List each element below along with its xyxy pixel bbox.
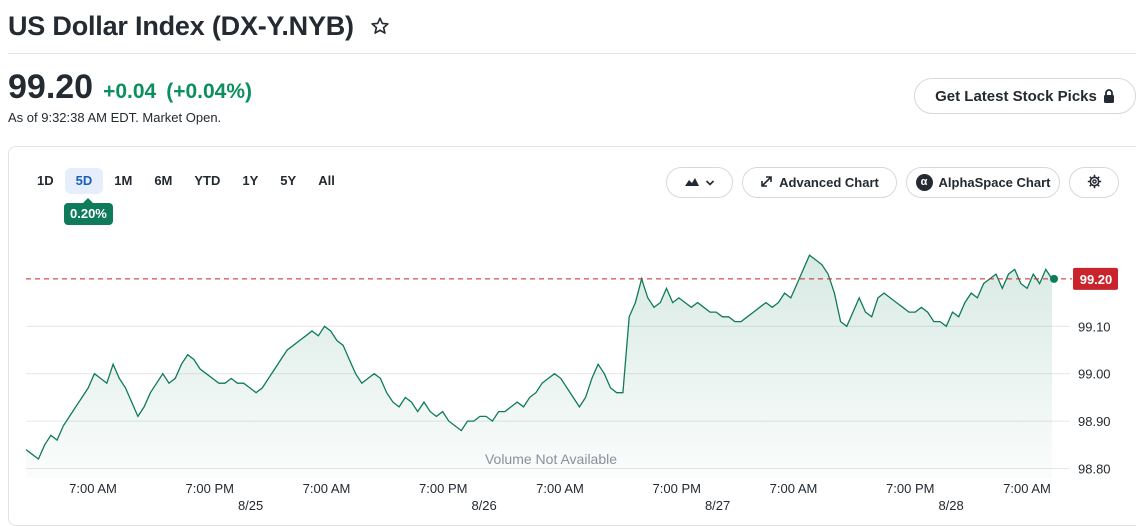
range-tab-5d[interactable]: 5D <box>64 168 104 194</box>
price-series-line <box>25 254 1053 461</box>
y-tick-label: 99.10 <box>1078 319 1111 334</box>
range-tab-1d[interactable]: 1D <box>37 173 54 188</box>
volume-note: Volume Not Available <box>485 451 617 467</box>
period-change-badge: 0.20% <box>64 198 113 225</box>
range-tab-all[interactable]: All <box>318 173 335 188</box>
y-tick-label: 98.90 <box>1078 414 1111 429</box>
x-tick-label: 7:00 PM <box>886 481 934 496</box>
mountain-chart-icon <box>684 175 699 190</box>
gear-icon <box>1087 174 1102 192</box>
y-tick-label: 98.80 <box>1078 462 1111 477</box>
header-divider <box>8 53 1136 54</box>
x-tick-label: 7:00 AM <box>1003 481 1051 496</box>
range-tab-1y[interactable]: 1Y <box>242 173 259 188</box>
y-tick-label: 99.00 <box>1078 367 1111 382</box>
advanced-chart-label: Advanced Chart <box>779 175 879 190</box>
x-tick-label: 7:00 AM <box>69 481 117 496</box>
price-change-percent: (+0.04%) <box>166 80 253 103</box>
current-price: 99.20 <box>8 68 94 106</box>
chart-settings-button[interactable] <box>1069 167 1119 198</box>
alphaspace-chart-button[interactable]: α AlphaSpace Chart <box>906 167 1060 198</box>
date-label: 8/28 <box>938 498 963 513</box>
current-price-badge-label: 99.20 <box>1080 272 1113 287</box>
current-price-badge: 99.20 <box>1073 267 1118 290</box>
x-tick-label: 7:00 AM <box>536 481 584 496</box>
expand-icon <box>760 175 773 191</box>
page-title: US Dollar Index (DX-Y.NYB) <box>8 10 354 41</box>
get-stock-picks-label: Get Latest Stock Picks <box>935 87 1097 105</box>
range-tab-ytd[interactable]: YTD <box>194 173 221 188</box>
date-label: 8/26 <box>471 498 496 513</box>
chevron-down-icon <box>705 175 715 190</box>
range-tab-5y[interactable]: 5Y <box>280 173 297 188</box>
date-label: 8/27 <box>705 498 730 513</box>
range-tab-1m[interactable]: 1M <box>114 173 133 188</box>
advanced-chart-button[interactable]: Advanced Chart <box>742 167 897 198</box>
price-area-fill <box>26 255 1052 478</box>
quote-price-row: 99.20 +0.04 (+0.04%) <box>8 68 252 107</box>
chart-type-dropdown[interactable] <box>666 167 733 198</box>
y-axis-labels: 98.80 98.90 99.00 99.10 <box>1078 319 1111 476</box>
range-tab-6m[interactable]: 6M <box>154 173 173 188</box>
price-change: +0.04 <box>103 80 157 103</box>
get-stock-picks-button[interactable]: Get Latest Stock Picks <box>914 78 1136 114</box>
x-tick-label: 7:00 AM <box>303 481 351 496</box>
x-tick-label: 7:00 AM <box>770 481 818 496</box>
x-tick-label: 7:00 PM <box>653 481 701 496</box>
date-label: 8/25 <box>238 498 263 513</box>
range-tabs: 1D 5D 1M 6M YTD 1Y 5Y All <box>26 168 346 194</box>
alpha-icon: α <box>915 174 933 191</box>
star-icon[interactable] <box>370 16 390 36</box>
current-price-dot <box>1050 274 1058 283</box>
alphaspace-chart-label: AlphaSpace Chart <box>938 175 1051 190</box>
title-row: US Dollar Index (DX-Y.NYB) <box>8 6 390 46</box>
market-status-timestamp: As of 9:32:38 AM EDT. Market Open. <box>8 110 222 125</box>
x-tick-label: 7:00 PM <box>419 481 467 496</box>
lock-icon <box>1103 89 1115 103</box>
x-tick-label: 7:00 PM <box>186 481 234 496</box>
x-axis-labels: 7:00 AM 7:00 PM 7:00 AM 7:00 PM 7:00 AM 7:00 … <box>69 481 1051 513</box>
